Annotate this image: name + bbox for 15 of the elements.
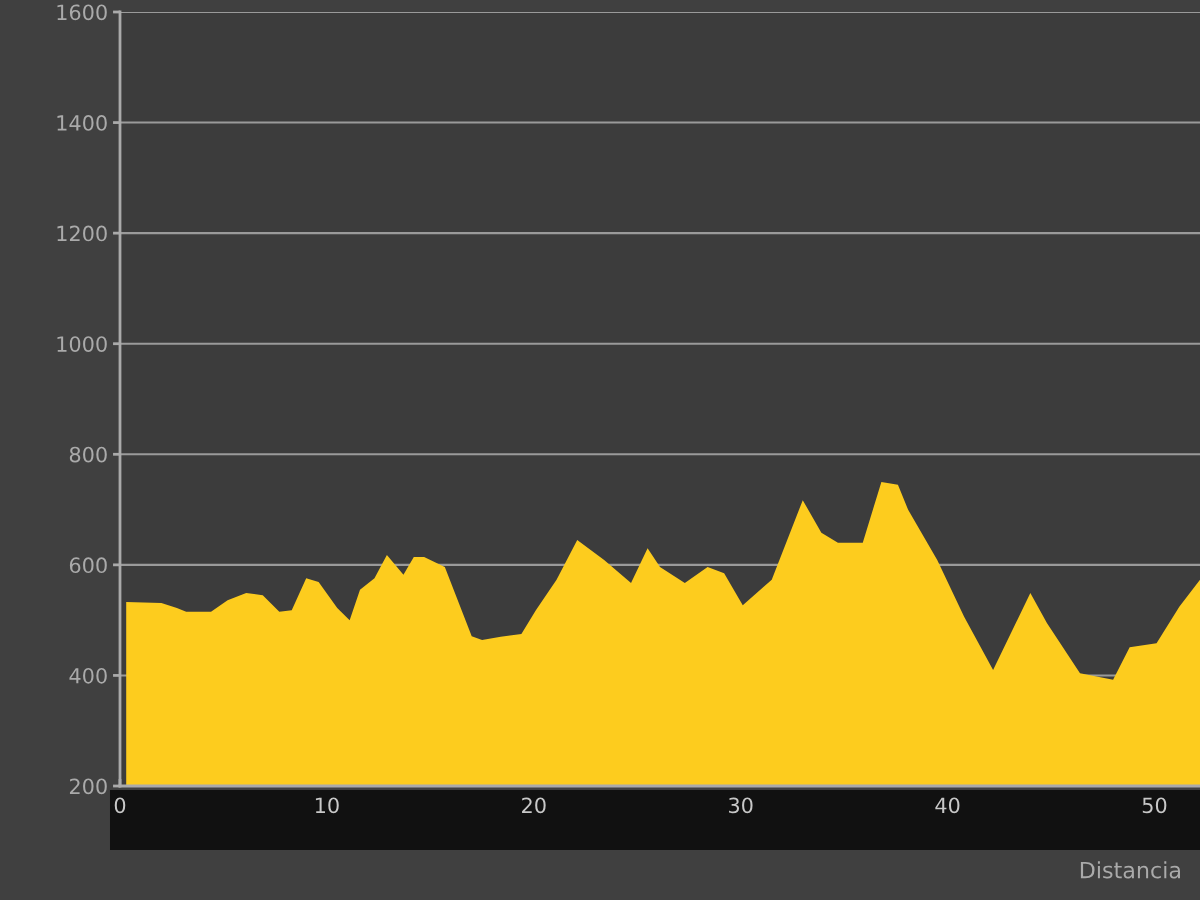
y-tick-label: 400 (69, 667, 107, 684)
y-tick-label: 600 (69, 557, 107, 574)
x-axis-title: Distancia (1080, 861, 1180, 879)
x-tick-label: 40 (935, 797, 960, 814)
x-tick-label: 10 (315, 797, 339, 814)
y-tick-label: 800 (69, 446, 107, 463)
x-tick-label: 0 (114, 797, 126, 814)
x-tick-label: 20 (522, 797, 546, 814)
y-tick-label: 1400 (57, 115, 107, 131)
x-tick-label: 50 (1142, 797, 1167, 814)
y-tick-label: 1600 (57, 4, 107, 21)
y-tick-label: 200 (69, 778, 107, 795)
y-tick-label: 1000 (57, 336, 107, 352)
x-tick-label: 30 (729, 797, 753, 814)
y-tick-label: 1200 (57, 225, 107, 242)
